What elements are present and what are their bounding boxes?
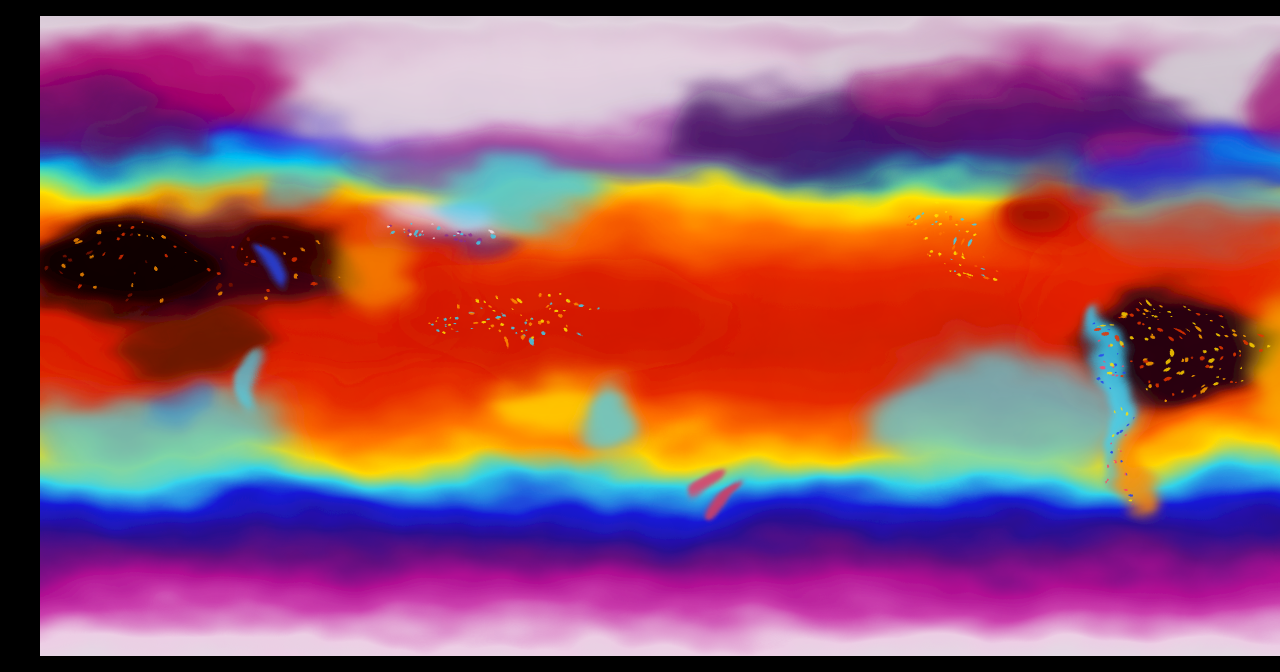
map-canvas bbox=[40, 16, 1280, 656]
grain-texture bbox=[40, 16, 1280, 656]
global-temperature-map bbox=[40, 16, 1280, 656]
